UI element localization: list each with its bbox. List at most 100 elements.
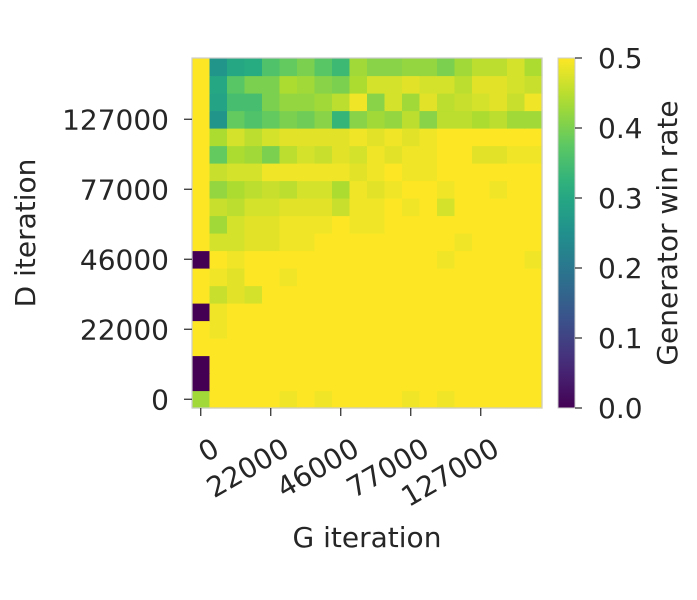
heatmap-cell: [192, 110, 211, 129]
heatmap-cell: [244, 180, 263, 199]
heatmap-cell: [279, 320, 298, 339]
heatmap-cell: [262, 303, 281, 322]
heatmap-cell: [472, 110, 491, 129]
heatmap-cell: [244, 285, 263, 304]
heatmap-cell: [437, 303, 456, 322]
heatmap-cell: [402, 128, 421, 147]
heatmap-cell: [209, 338, 228, 357]
heatmap-cell: [279, 355, 298, 374]
heatmap-cell: [209, 233, 228, 252]
heatmap-cell: [227, 145, 246, 164]
heatmap-cell: [507, 215, 526, 234]
heatmap-cell: [332, 233, 351, 252]
heatmap-cell: [227, 215, 246, 234]
heatmap-cell: [262, 58, 281, 77]
heatmap-cell: [297, 75, 316, 94]
heatmap-cell: [489, 215, 508, 234]
heatmap-cell: [524, 163, 543, 182]
heatmap-cell: [297, 198, 316, 217]
heatmap-cell: [297, 215, 316, 234]
heatmap-cell: [367, 93, 386, 112]
heatmap-cell: [279, 268, 298, 287]
heatmap-cell: [227, 58, 246, 77]
heatmap-cell: [524, 58, 543, 77]
heatmap-cell: [192, 163, 211, 182]
heatmap-cell: [454, 390, 473, 409]
heatmap-cell: [507, 75, 526, 94]
heatmap-cell: [297, 163, 316, 182]
heatmap-cell: [192, 75, 211, 94]
heatmap-cell: [349, 233, 368, 252]
heatmap-cell: [419, 128, 438, 147]
heatmap-cell: [332, 250, 351, 269]
heatmap-cell: [367, 110, 386, 129]
heatmap-cell: [454, 355, 473, 374]
heatmap-cell: [524, 93, 543, 112]
heatmap-cell: [524, 233, 543, 252]
heatmap-cell: [279, 250, 298, 269]
heatmap-cell: [402, 180, 421, 199]
heatmap-cells: [192, 58, 543, 409]
heatmap-cell: [489, 75, 508, 94]
heatmap-cell: [314, 373, 333, 392]
heatmap-cell: [472, 75, 491, 94]
heatmap-cell: [244, 373, 263, 392]
colorbar-tick-label: 0.4: [598, 112, 643, 145]
heatmap-cell: [209, 390, 228, 409]
heatmap-cell: [279, 75, 298, 94]
heatmap-cell: [297, 233, 316, 252]
heatmap-cell: [384, 268, 403, 287]
heatmap-cell: [454, 180, 473, 199]
heatmap-cell: [367, 303, 386, 322]
heatmap-cell: [332, 110, 351, 129]
heatmap-cell: [244, 163, 263, 182]
heatmap-cell: [332, 303, 351, 322]
heatmap-cell: [437, 373, 456, 392]
colorbar-tick-label: 0.0: [598, 392, 643, 425]
heatmap-cell: [472, 198, 491, 217]
heatmap-cell: [244, 128, 263, 147]
heatmap-cell: [367, 128, 386, 147]
heatmap-cell: [262, 163, 281, 182]
heatmap-cell: [279, 390, 298, 409]
y-axis: 0 22000 46000 77000 127000: [62, 103, 192, 416]
heatmap-cell: [419, 75, 438, 94]
heatmap-cell: [297, 268, 316, 287]
y-tick-label: 127000: [62, 103, 169, 136]
heatmap-cell: [419, 198, 438, 217]
heatmap-cell: [402, 285, 421, 304]
heatmap-cell: [279, 58, 298, 77]
heatmap-cell: [192, 215, 211, 234]
heatmap-cell: [297, 180, 316, 199]
heatmap-cell: [472, 180, 491, 199]
heatmap-cell: [332, 355, 351, 374]
heatmap-cell: [489, 233, 508, 252]
heatmap-cell: [402, 355, 421, 374]
heatmap-cell: [419, 285, 438, 304]
heatmap-cell: [507, 268, 526, 287]
heatmap-cell: [297, 390, 316, 409]
heatmap-cell: [384, 250, 403, 269]
heatmap-cell: [454, 58, 473, 77]
heatmap-cell: [209, 128, 228, 147]
heatmap-cell: [332, 320, 351, 339]
heatmap-cell: [454, 145, 473, 164]
heatmap-cell: [244, 250, 263, 269]
heatmap-cell: [209, 355, 228, 374]
heatmap-cell: [507, 320, 526, 339]
heatmap-cell: [297, 58, 316, 77]
heatmap-cell: [262, 233, 281, 252]
heatmap-cell: [419, 338, 438, 357]
heatmap-cell: [192, 145, 211, 164]
heatmap-cell: [244, 338, 263, 357]
heatmap-cell: [367, 233, 386, 252]
heatmap-cell: [524, 198, 543, 217]
heatmap-cell: [437, 180, 456, 199]
heatmap-cell: [367, 58, 386, 77]
heatmap-cell: [367, 75, 386, 94]
heatmap-cell: [454, 320, 473, 339]
heatmap-cell: [507, 373, 526, 392]
heatmap-cell: [244, 215, 263, 234]
